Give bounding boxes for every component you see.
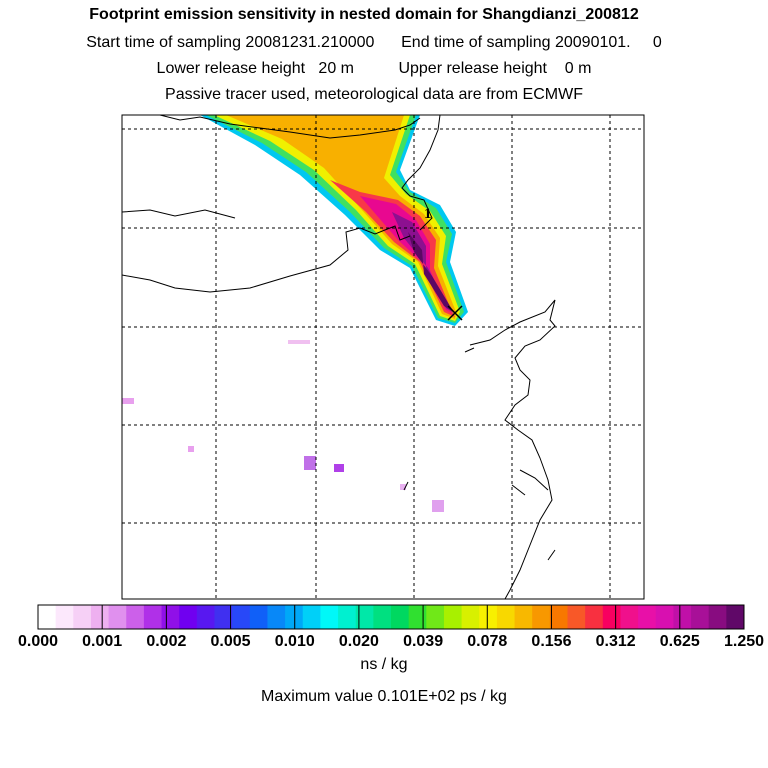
colorbar-tick-label: 0.020: [339, 633, 379, 650]
speck: [400, 484, 406, 490]
speck: [122, 398, 134, 404]
colorbar-swatch: [673, 605, 692, 629]
colorbar-swatch: [320, 605, 339, 629]
colorbar-tick-label: 0.001: [82, 633, 122, 650]
colorbar-swatch: [90, 605, 110, 629]
colorbar-swatch: [496, 605, 516, 629]
plume-band-purple: [392, 212, 455, 314]
colorbar-tick-label: 0.078: [467, 633, 507, 650]
colorbar-swatch: [567, 605, 586, 629]
colorbar-swatch: [179, 605, 198, 629]
colorbar-swatch: [73, 605, 92, 629]
colorbar-swatch: [726, 605, 745, 629]
colorbar-swatch: [391, 605, 410, 629]
map-frame: [121, 114, 645, 600]
colorbar-swatch: [126, 605, 145, 629]
colorbar-tick-label: 0.002: [146, 633, 186, 650]
release-height-line: Lower release height 20 m Upper release …: [156, 60, 592, 77]
map-area: [122, 115, 644, 599]
colorbar-swatch: [55, 605, 74, 629]
colorbar-swatch: [143, 605, 163, 629]
speck: [432, 500, 444, 512]
colorbar-swatch: [214, 605, 233, 629]
speck: [304, 456, 316, 470]
colorbar-swatch: [691, 605, 710, 629]
colorbar-swatch: [373, 605, 392, 629]
colorbar-swatch: [655, 605, 674, 629]
colorbar-swatch: [479, 605, 498, 629]
receptor-marker: [447, 305, 463, 321]
release-label: 1: [424, 206, 432, 222]
colorbar-swatch: [161, 605, 180, 629]
colorbar-frame: [37, 604, 745, 630]
colorbar-tick-label: 0.156: [531, 633, 571, 650]
plume-band-dark: [408, 232, 455, 313]
chart-title: Footprint emission sensitivity in nested…: [89, 6, 639, 23]
grid-lines: [122, 115, 644, 599]
colorbar-units: ns / kg: [360, 656, 408, 673]
colorbar-tick-label: 0.000: [18, 633, 58, 650]
speck: [288, 340, 310, 344]
colorbar-tick-label: 0.039: [403, 633, 443, 650]
maximum-value-label: Maximum value 0.101E+02 ps / kg: [261, 688, 507, 705]
colorbar-swatch: [302, 605, 321, 629]
colorbar-swatch: [249, 605, 268, 629]
colorbar-swatch: [196, 605, 215, 629]
colorbar-swatch: [355, 605, 374, 629]
speck: [188, 446, 194, 452]
colorbar-swatch: [461, 605, 480, 629]
colorbar-swatch: [708, 605, 727, 629]
colorbar-tick-label: 0.312: [596, 633, 636, 650]
colorbar-swatch: [549, 605, 568, 629]
colorbar-swatch: [285, 605, 304, 629]
speck: [334, 464, 344, 472]
colorbar-swatch: [408, 605, 427, 629]
colorbar-tick-label: 0.010: [275, 633, 315, 650]
colorbar-swatch: [514, 605, 533, 629]
coastlines: [122, 115, 556, 599]
colorbar: [37, 604, 745, 630]
colorbar-swatch: [532, 605, 551, 629]
sampling-time-line: Start time of sampling 20081231.210000 E…: [86, 34, 662, 51]
colorbar-swatch: [426, 605, 445, 629]
colorbar-swatch: [108, 605, 127, 629]
colorbar-tick-label: 0.005: [211, 633, 251, 650]
tracer-info-line: Passive tracer used, meteorological data…: [165, 86, 583, 103]
colorbar-tick-label: 1.250: [724, 633, 764, 650]
colorbar-ticks: 0.000 0.001 0.002 0.005 0.010 0.020 0.039 0.078…: [18, 605, 764, 650]
colorbar-swatch: [602, 605, 621, 629]
colorbar-swatch: [338, 605, 357, 629]
colorbar-swatch: [620, 605, 639, 629]
colorbar-swatch: [443, 605, 463, 629]
colorbar-swatch: [585, 605, 604, 629]
colorbar-swatch: [232, 605, 251, 629]
colorbar-tick-label: 0.625: [660, 633, 700, 650]
colorbar-swatch: [267, 605, 286, 629]
colorbar-swatch: [638, 605, 657, 629]
colorbar-swatch: [38, 605, 57, 629]
